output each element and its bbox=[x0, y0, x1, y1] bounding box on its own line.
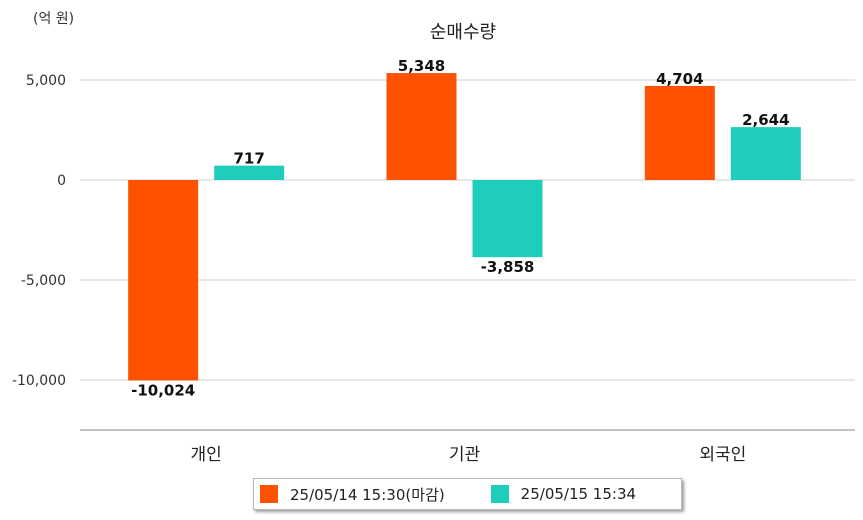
chart-title: 순매수량 bbox=[429, 22, 497, 43]
bar-value-label: 2,644 bbox=[742, 111, 789, 129]
legend-label: 25/05/14 15:30(마감) bbox=[290, 485, 445, 504]
bar[interactable] bbox=[128, 180, 199, 381]
bar-value-label: -10,024 bbox=[131, 381, 195, 399]
x-axis-tick-labels: 개인 기관 외국인 bbox=[191, 445, 747, 465]
x-tick-label: 개인 bbox=[191, 445, 222, 465]
grid-lines bbox=[80, 79, 855, 381]
legend-swatch bbox=[490, 485, 509, 503]
x-tick-label: 기관 bbox=[449, 445, 480, 465]
bars bbox=[128, 73, 801, 381]
legend-item-series-2[interactable]: 25/05/15 15:34 bbox=[490, 485, 637, 503]
bar-value-label: -3,858 bbox=[481, 258, 535, 276]
y-tick-label: 0 bbox=[57, 173, 66, 189]
y-tick-label: 5,000 bbox=[26, 73, 66, 89]
bar-data-labels: -10,024 717 5,348 -3,858 4,704 2,644 bbox=[131, 57, 789, 399]
bar-value-label: 717 bbox=[234, 150, 265, 168]
bar[interactable] bbox=[214, 165, 285, 180]
bar[interactable] bbox=[730, 127, 801, 180]
legend-swatch bbox=[260, 485, 278, 503]
x-tick-label: 외국인 bbox=[699, 445, 746, 465]
bar-value-label: 5,348 bbox=[398, 57, 445, 75]
bar[interactable] bbox=[644, 85, 715, 180]
y-tick-label: -5,000 bbox=[21, 273, 66, 289]
legend: 25/05/14 15:30(마감) 25/05/15 15:34 bbox=[253, 478, 682, 510]
bar[interactable] bbox=[386, 73, 457, 180]
y-tick-label: -10,000 bbox=[12, 373, 66, 389]
bar[interactable] bbox=[472, 180, 543, 258]
bar-value-label: 4,704 bbox=[656, 70, 703, 88]
legend-item-series-1[interactable]: 25/05/14 15:30(마감) bbox=[260, 484, 445, 505]
y-axis-tick-labels: 5,000 0 -5,000 -10,000 bbox=[12, 73, 66, 389]
legend-label: 25/05/15 15:34 bbox=[520, 485, 637, 503]
unit-label: (억 원) bbox=[33, 11, 75, 27]
